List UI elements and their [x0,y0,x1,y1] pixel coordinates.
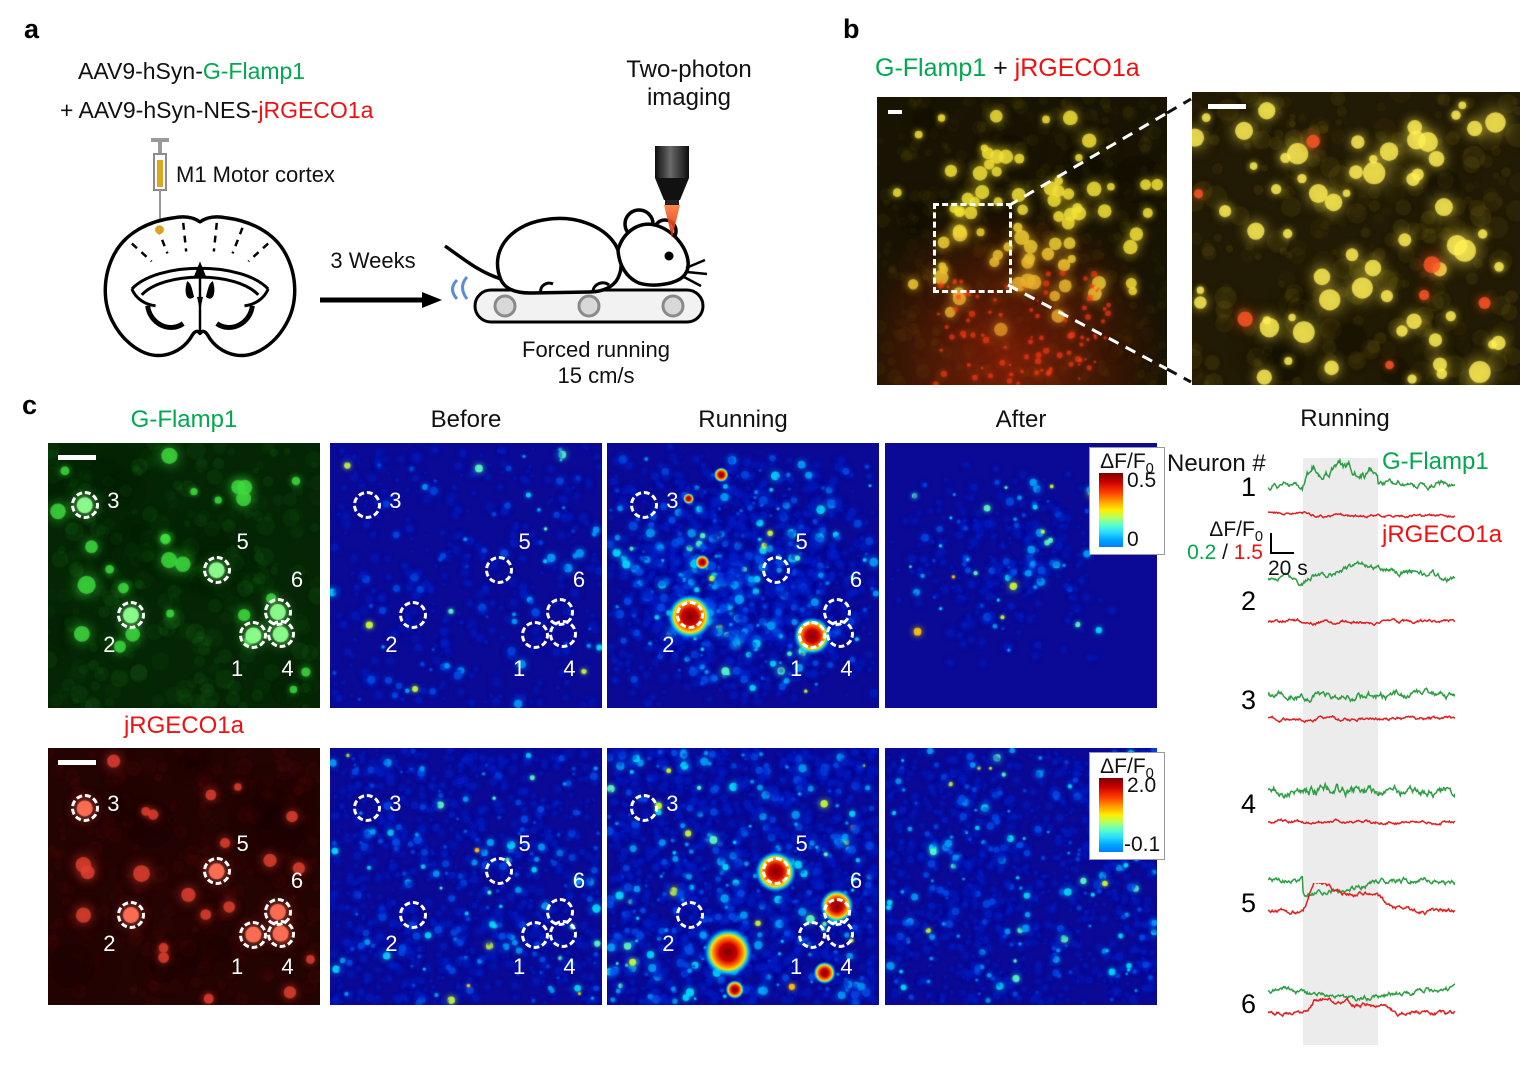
zoom-region-box [933,203,1012,293]
panel-b-title: G-Flamp1 + jRGECO1a [875,54,1140,83]
treadmill-label: Forced running 15 cm/s [505,337,687,389]
row2-title-jrgeco1a: jRGECO1a [123,712,245,739]
zoomed-two-photon-image [1192,92,1520,385]
arrow-icon [320,292,442,308]
colorbar-gradient [1099,473,1123,547]
panel-a-label: a [24,14,40,44]
trace-jrgeco1a-neuron-6 [1268,997,1455,1018]
imaging-label: Two-photon imaging [600,56,778,112]
colorbar-min: -0.1 [1124,833,1161,856]
colorbar-title: ΔF/F0 [1100,755,1154,783]
colorbar-title: ΔF/F0 [1100,450,1154,478]
imaging-line2: imaging [646,84,732,111]
running-band [1303,458,1378,1045]
syringe-icon [151,138,169,230]
scale-bar [58,455,96,460]
column-title-after: After [995,406,1047,433]
df-scale-values: 0.2 / 1.5 [1187,541,1263,564]
brain-diagram [103,215,297,358]
scale-bar [58,760,96,765]
trace-gflamp1-neuron-6 [1268,983,1455,1002]
virus1-gflamp1: G-Flamp1 [202,58,306,84]
treadmill-line1: Forced running [522,337,670,362]
neuron-number-3: 3 [1240,685,1256,715]
trace-jrgeco1a-neuron-2 [1268,617,1455,627]
panel-b-title-plus: + [986,54,1015,82]
column-title-gflamp1: G-Flamp1 [130,406,238,433]
panel-c-label: c [22,390,38,420]
zoomed-two-photon-canvas [1192,92,1520,385]
virus1-prefix: AAV9-hSyn- [78,58,203,84]
injection-dot [155,225,164,235]
trace-jrgeco1a-neuron-4 [1268,817,1455,826]
neuron-number-1: 1 [1240,472,1256,502]
objective-icon [655,146,689,238]
trace-gflamp1-neuron-5 [1268,875,1455,898]
legend-gflamp1: G-Flamp1 [1382,448,1489,475]
treadmill-line2: 15 cm/s [557,363,635,388]
trace-gflamp1-neuron-4 [1268,781,1455,800]
injection-site-label: M1 Motor cortex [176,162,335,187]
trace-gflamp1-neuron-1 [1268,458,1455,493]
time-scale-label: 20 s [1268,557,1308,580]
scale-bar [888,110,902,114]
neuron-number-2: 2 [1240,586,1256,616]
trace-jrgeco1a-neuron-3 [1268,714,1455,724]
virus2-jrgeco1a: jRGECO1a [258,97,374,123]
colorbar-gradient [1099,778,1123,852]
column-title-before: Before [430,406,502,433]
trace-jrgeco1a-neuron-1 [1268,511,1455,519]
virus-line-1: AAV9-hSyn-G-Flamp1 [78,58,305,85]
colorbar-min: 0 [1127,528,1139,551]
neuron-number-5: 5 [1240,888,1256,918]
colorbar-gflamp1: ΔF/F0 0.5 0 [1089,447,1165,555]
colorbar-max: 2.0 [1127,774,1157,797]
traces-title: Running [1300,405,1390,432]
panel-b-title-jrgeco1a: jRGECO1a [1014,54,1140,82]
neuron-number-6: 6 [1240,989,1256,1019]
imaging-line1: Two-photon [626,56,752,83]
scale-bar [1208,104,1246,109]
df-scale-label: ΔF/F0 [1209,518,1263,546]
overview-two-photon-canvas [877,97,1167,385]
trace-jrgeco1a-neuron-5 [1268,883,1455,916]
virus2-prefix: + AAV9-hSyn-NES- [60,97,259,123]
neuron-number-4: 4 [1240,789,1256,819]
mouse-treadmill-icon [443,208,708,324]
trace-gflamp1-neuron-2 [1268,560,1455,587]
colorbar-jrgeco1a: ΔF/F0 2.0 -0.1 [1089,752,1165,860]
overview-two-photon-image [877,97,1167,385]
panel-b-title-gflamp1: G-Flamp1 [875,54,987,82]
trace-gflamp1-neuron-3 [1268,687,1455,704]
legend-jrgeco1a: jRGECO1a [1382,521,1503,548]
virus-line-2: + AAV9-hSyn-NES-jRGECO1a [60,97,373,124]
colorbar-max: 0.5 [1127,469,1157,492]
neuron-header: Neuron # [1167,450,1266,477]
column-title-running: Running [698,406,788,433]
panel-b-label: b [843,14,860,44]
interval-label: 3 Weeks [330,248,416,273]
scale-bracket-icon [1270,533,1294,554]
